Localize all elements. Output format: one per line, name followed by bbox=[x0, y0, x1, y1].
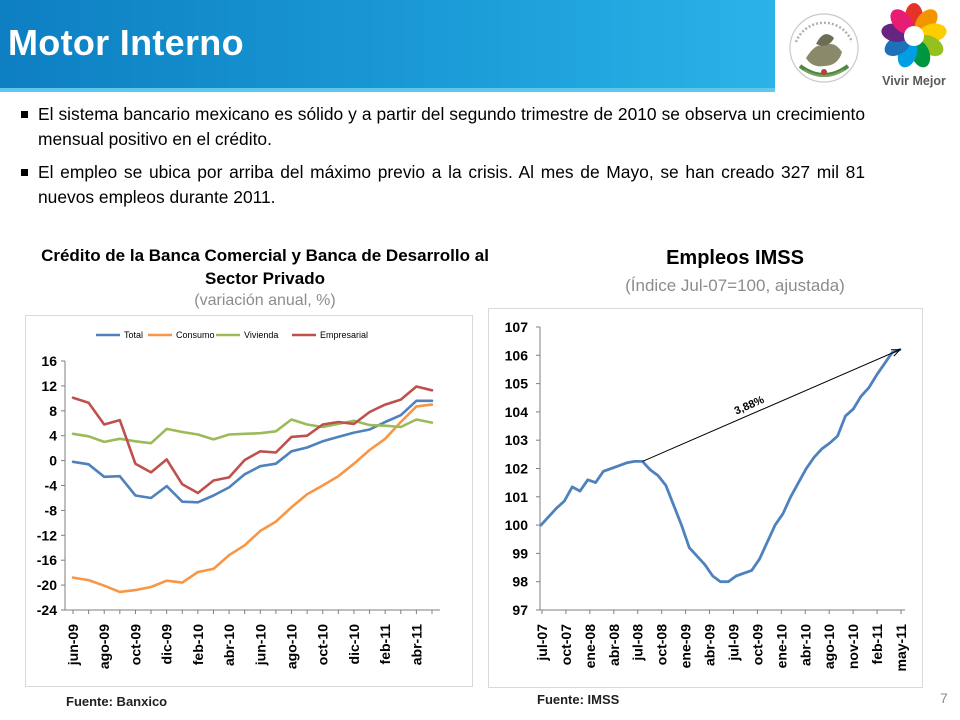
bullet-text: El sistema bancario mexicano es sólido y… bbox=[38, 104, 865, 149]
bullet-square-icon bbox=[21, 169, 28, 176]
vivir-mejor-text: Vivir Mejor bbox=[882, 74, 946, 88]
bullet-item: El empleo se ubica por arriba del máximo… bbox=[20, 160, 865, 210]
bullet-text: El empleo se ubica por arriba del máximo… bbox=[38, 162, 865, 207]
credit-chart-source: Fuente: Banxico bbox=[66, 694, 168, 709]
imss-chart-frame bbox=[488, 308, 923, 688]
credit-chart-title: Crédito de la Banca Comercial y Banca de… bbox=[41, 246, 489, 288]
header: Motor Interno Vivir Mejor bbox=[0, 0, 960, 92]
imss-chart-source: Fuente: IMSS bbox=[537, 692, 620, 707]
imss-chart-title: Empleos IMSS bbox=[666, 247, 804, 269]
imss-chart-subtitle: (Índice Jul-07=100, ajustada) bbox=[625, 276, 845, 295]
page-number: 7 bbox=[940, 690, 948, 706]
credit-chart-frame bbox=[25, 315, 473, 687]
vivir-mejor-logo: Vivir Mejor bbox=[881, 3, 947, 88]
mexico-seal-logo bbox=[782, 2, 866, 88]
bullet-square-icon bbox=[21, 111, 28, 118]
slide-title: Motor Interno bbox=[8, 22, 244, 63]
bullet-list: El sistema bancario mexicano es sólido y… bbox=[20, 102, 865, 218]
bullet-item: El sistema bancario mexicano es sólido y… bbox=[20, 102, 865, 152]
credit-chart-subtitle: (variación anual, %) bbox=[194, 292, 336, 309]
title-bar: Motor Interno bbox=[0, 0, 775, 92]
